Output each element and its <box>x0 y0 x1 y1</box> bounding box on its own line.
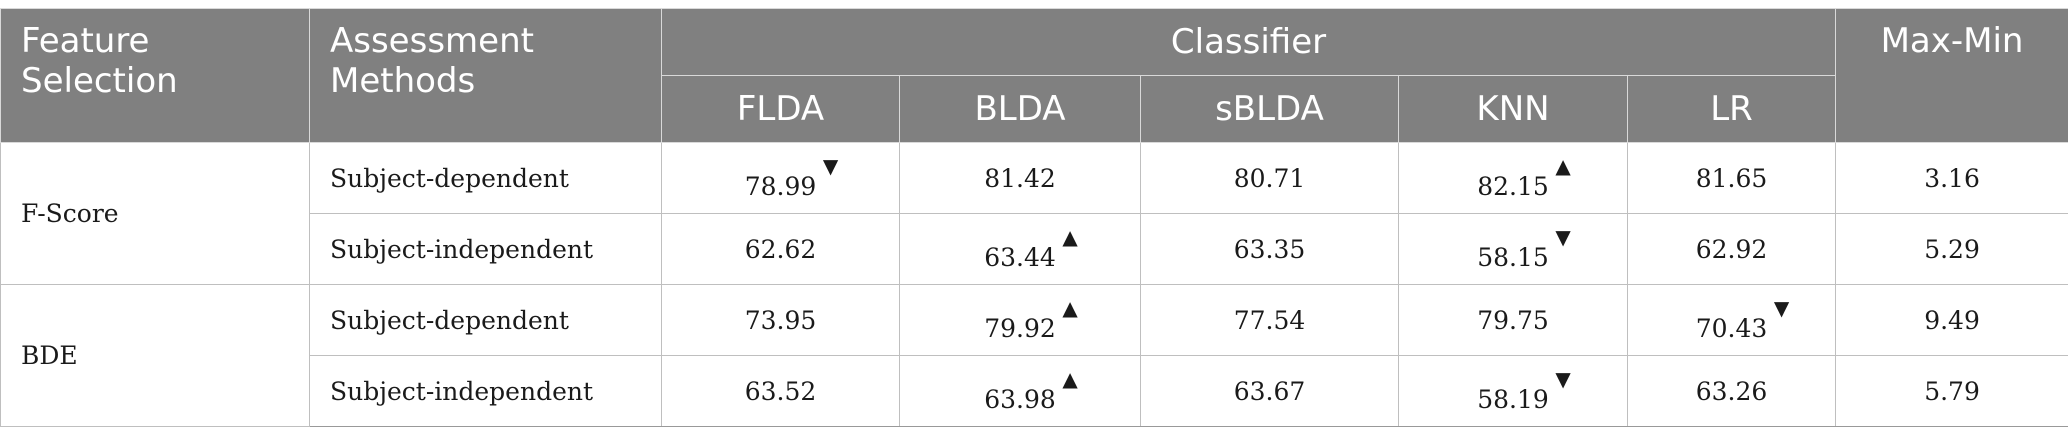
accuracy-value: 77.54 <box>1234 306 1306 335</box>
accuracy-value-text: 73.95 <box>744 305 817 335</box>
triangle-down-icon: ▼ <box>1555 224 1571 249</box>
accuracy-value: 63.26 <box>1696 377 1768 406</box>
accuracy-value: 63.35 <box>1234 235 1306 264</box>
triangle-up-icon: ▲ <box>1555 153 1571 178</box>
max-min-cell: 5.79 <box>1835 355 2068 427</box>
accuracy-value-text: 63.67 <box>1233 376 1306 406</box>
triangle-down-icon: ▼ <box>1555 366 1571 391</box>
header-feature-selection: Feature Selection <box>0 8 310 143</box>
accuracy-value: 79.75 <box>1477 306 1549 335</box>
results-table: Feature Selection Assessment Methods Cla… <box>0 8 2068 427</box>
value-cell: 81.65 <box>1626 142 1837 214</box>
value-cell: 63.35 <box>1140 213 1399 285</box>
accuracy-value: 80.71 <box>1234 164 1306 193</box>
table-row: F-Score Subject-dependent 78.99 ▼ 81.42 80.71… <box>0 142 2068 285</box>
accuracy-value-text: 81.42 <box>984 163 1056 193</box>
accuracy-value-text: 82.15 <box>1477 171 1549 201</box>
header-max-min: Max-Min <box>1835 8 2068 143</box>
accuracy-value-text: 78.99 <box>744 171 817 201</box>
header-assessment-methods: Assessment Methods <box>309 8 662 143</box>
accuracy-value-text: 58.15 <box>1477 242 1549 272</box>
value-cell: 79.75 <box>1398 284 1628 356</box>
value-cell: 78.99 ▼ <box>661 142 900 214</box>
assessment-method-cell: Subject-independent <box>309 355 662 427</box>
table-row: Subject-independent 63.52 63.98 ▲ 63.67 58.19… <box>1 355 2068 427</box>
value-cell: 79.92 ▲ <box>899 284 1141 356</box>
results-table-wrapper: Feature Selection Assessment Methods Cla… <box>0 8 2068 427</box>
triangle-down-icon: ▼ <box>1773 295 1790 320</box>
feature-selection-cell: F-Score <box>0 142 310 285</box>
accuracy-value-text: 79.92 <box>984 313 1056 343</box>
triangle-up-icon: ▲ <box>1062 224 1078 249</box>
value-cell: 63.44 ▲ <box>899 213 1141 285</box>
accuracy-value-text: 63.52 <box>744 376 817 406</box>
table-row: Subject-independent 62.62 63.44 ▲ 63.35 58.15… <box>1 213 2068 285</box>
value-cell: 81.42 <box>899 142 1141 214</box>
header-classifier-flda: FLDA <box>661 75 900 143</box>
header-classifier-knn: KNN <box>1398 75 1628 143</box>
accuracy-value: 63.44 ▲ <box>984 225 1078 272</box>
accuracy-value-text: 81.65 <box>1695 163 1768 193</box>
table-body: F-Score Subject-dependent 78.99 ▼ 81.42 80.71… <box>0 142 2068 427</box>
header-classifier-blda: BLDA <box>899 75 1141 143</box>
accuracy-value: 63.52 <box>745 377 817 406</box>
value-cell: 70.43 ▼ <box>1626 284 1837 356</box>
table-row: BDE Subject-dependent 73.95 79.92 ▲ 77.54 79.7… <box>0 284 2068 427</box>
accuracy-value: 63.67 <box>1234 377 1306 406</box>
value-cell: 63.26 <box>1626 355 1837 427</box>
max-min-cell: 3.16 <box>1835 142 2068 214</box>
accuracy-value: 81.42 <box>984 164 1056 193</box>
accuracy-value: 63.98 ▲ <box>984 367 1078 414</box>
accuracy-value-text: 63.44 <box>984 242 1056 272</box>
header-classifier-sblda: sBLDA <box>1140 75 1399 143</box>
accuracy-value: 79.92 ▲ <box>984 296 1078 343</box>
accuracy-value-text: 63.35 <box>1233 234 1306 264</box>
value-cell: 62.62 <box>661 213 900 285</box>
value-cell: 58.15 ▼ <box>1398 213 1628 285</box>
accuracy-value: 62.92 <box>1696 235 1768 264</box>
accuracy-value-text: 63.26 <box>1695 376 1768 406</box>
triangle-up-icon: ▲ <box>1062 295 1078 320</box>
accuracy-value: 78.99 ▼ <box>744 154 839 201</box>
accuracy-value-text: 58.19 <box>1477 384 1549 414</box>
header-classifier-lr: LR <box>1626 75 1837 143</box>
max-min-cell: 9.49 <box>1835 284 2068 356</box>
accuracy-value-text: 77.54 <box>1233 305 1306 335</box>
accuracy-value: 58.15 ▼ <box>1477 225 1571 272</box>
accuracy-value: 82.15 ▲ <box>1477 154 1571 201</box>
value-cell: 63.67 <box>1140 355 1399 427</box>
value-cell: 73.95 <box>661 284 900 356</box>
accuracy-value: 62.62 <box>745 235 817 264</box>
accuracy-value-text: 80.71 <box>1233 163 1306 193</box>
value-cell: 62.92 <box>1626 213 1837 285</box>
feature-selection-cell: BDE <box>0 284 310 427</box>
header-classifier: Classifier <box>660 8 1837 76</box>
accuracy-value-text: 62.92 <box>1695 234 1768 264</box>
accuracy-value: 81.65 <box>1696 164 1768 193</box>
assessment-method-cell: Subject-dependent <box>309 284 662 356</box>
triangle-down-icon: ▼ <box>822 153 839 178</box>
accuracy-value: 70.43 ▼ <box>1695 296 1790 343</box>
accuracy-value-text: 62.62 <box>744 234 817 264</box>
value-cell: 77.54 <box>1140 284 1399 356</box>
accuracy-value-text: 79.75 <box>1477 305 1549 335</box>
value-cell: 63.52 <box>661 355 900 427</box>
accuracy-value: 73.95 <box>745 306 817 335</box>
accuracy-value: 58.19 ▼ <box>1477 367 1571 414</box>
value-cell: 80.71 <box>1140 142 1399 214</box>
value-cell: 63.98 ▲ <box>899 355 1141 427</box>
accuracy-value-text: 63.98 <box>984 384 1056 414</box>
accuracy-value-text: 70.43 <box>1695 313 1768 343</box>
value-cell: 58.19 ▼ <box>1398 355 1628 427</box>
assessment-method-cell: Subject-dependent <box>309 142 662 214</box>
value-cell: 82.15 ▲ <box>1398 142 1628 214</box>
max-min-cell: 5.29 <box>1835 213 2068 285</box>
assessment-method-cell: Subject-independent <box>309 213 662 285</box>
triangle-up-icon: ▲ <box>1062 366 1078 391</box>
